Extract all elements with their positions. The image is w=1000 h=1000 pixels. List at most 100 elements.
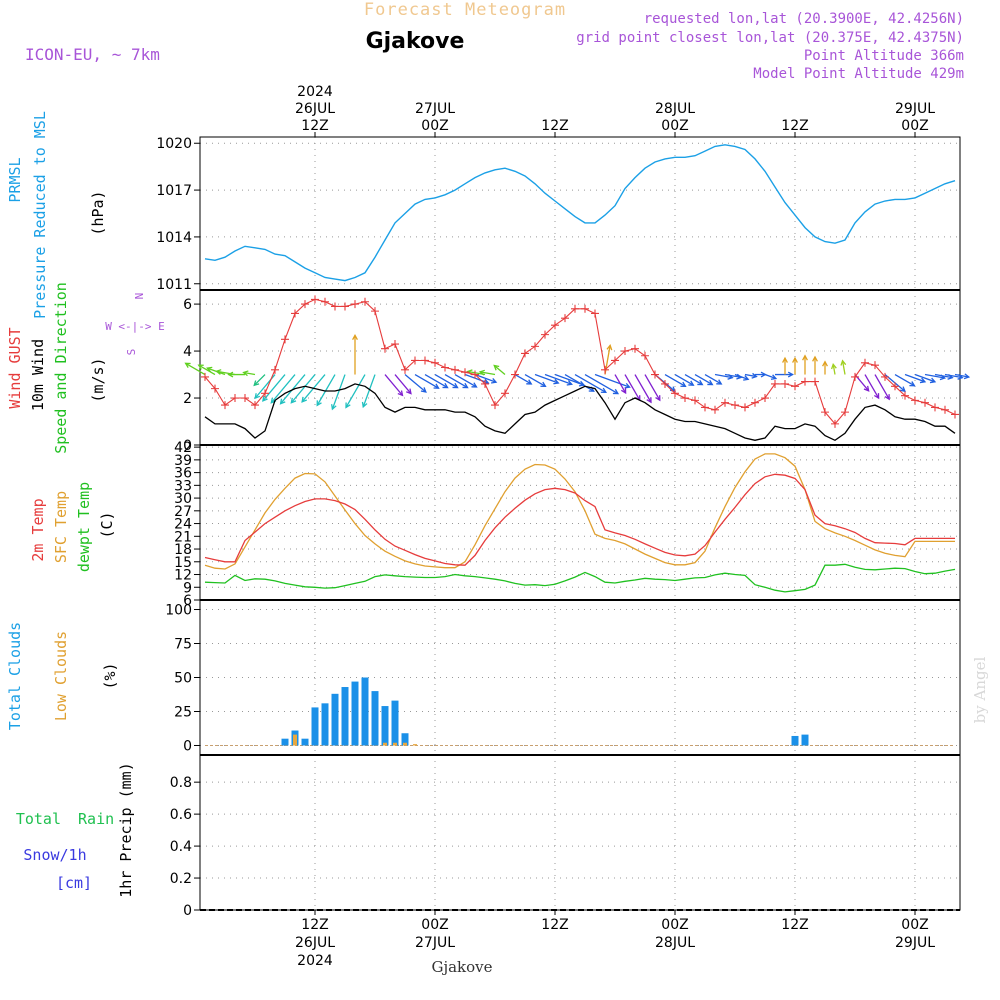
- gust-marker: [761, 394, 769, 403]
- total-cloud-bar: [371, 691, 379, 746]
- wind-arrow-head: [624, 382, 631, 389]
- gust-marker: [371, 307, 379, 316]
- wind-arrow: [734, 373, 749, 380]
- temp2m-line: [204, 473, 955, 566]
- gust-marker: [461, 368, 469, 377]
- wind-arrow-head: [620, 387, 627, 395]
- location-title: Gjakove: [366, 29, 465, 54]
- gust-marker: [901, 391, 909, 400]
- gust-marker: [511, 370, 519, 379]
- wind-arrow: [454, 373, 477, 388]
- bottom-time-label: 12Z: [301, 917, 328, 933]
- wind-arrow: [345, 374, 366, 408]
- gust-marker: [391, 340, 399, 349]
- wind-arrow-head: [493, 364, 500, 371]
- y-tick-label: 1020: [156, 136, 192, 152]
- footer-location: Gjakove: [431, 958, 492, 976]
- wind-arrow-head: [433, 383, 440, 389]
- wind-arrow: [684, 373, 703, 386]
- y-tick-label: 75: [174, 637, 192, 653]
- wind-arrow: [414, 373, 439, 389]
- top-time-label: 26JUL: [295, 101, 335, 117]
- wind-arrow-head: [697, 379, 704, 386]
- gust-marker: [691, 396, 699, 405]
- gust-marker: [411, 356, 419, 365]
- wind-arrow: [198, 364, 216, 376]
- gust-marker: [321, 297, 329, 306]
- wind-arrow: [584, 373, 619, 395]
- gust-marker: [911, 396, 919, 405]
- gust-marker: [771, 379, 779, 388]
- top-time-label: 00Z: [901, 118, 928, 134]
- gust-marker: [891, 382, 899, 391]
- gust-marker: [701, 403, 709, 412]
- gust-marker: [491, 401, 499, 410]
- total-cloud-bar: [281, 738, 289, 746]
- y-tick-label: 1014: [156, 230, 192, 246]
- gust-marker: [441, 363, 449, 372]
- wind-arrow-head: [406, 388, 412, 395]
- gust-marker: [351, 300, 359, 309]
- y-tick-label: 0: [183, 438, 192, 454]
- wind-arrow: [614, 374, 627, 394]
- bottom-time-label: 29JUL: [895, 935, 935, 951]
- y-tick-label: 36: [174, 466, 192, 482]
- total-cloud-bar: [381, 706, 389, 746]
- wind-arrow-head: [206, 366, 213, 373]
- wind-arrow: [270, 374, 296, 404]
- gust-marker: [641, 351, 649, 360]
- wind-arrow-head: [787, 371, 794, 378]
- wind-arrow: [243, 371, 256, 376]
- wind-arrow: [634, 374, 652, 403]
- gust-marker: [431, 358, 439, 367]
- bottom-time-label: 00Z: [661, 917, 688, 933]
- total-cloud-bar: [311, 707, 319, 746]
- gust-marker: [421, 356, 429, 365]
- temp2m-label: 2m Temp: [29, 498, 47, 561]
- y-tick-label: 50: [174, 671, 192, 687]
- wind-arrow: [874, 374, 890, 400]
- wind-arrow-head: [840, 359, 847, 366]
- low-cloud-bar: [413, 744, 417, 746]
- wind-arrow: [914, 373, 936, 383]
- total-cloud-bar: [791, 735, 799, 746]
- pressure-line: [204, 144, 956, 282]
- wind-arrow: [394, 374, 412, 394]
- top-time-label: 12Z: [301, 118, 328, 134]
- bottom-time-label: 00Z: [421, 917, 448, 933]
- gust-marker: [651, 370, 659, 379]
- gust-marker: [941, 405, 949, 414]
- bottom-time-label: 28JUL: [655, 935, 695, 951]
- compass-n: N: [132, 293, 145, 300]
- bottom-time-label: 26JUL: [295, 935, 335, 951]
- wind-arrow: [434, 373, 458, 389]
- wind-arrow-head: [262, 395, 268, 402]
- model-label: ICON-EU, ~ 7km: [25, 45, 160, 64]
- y-tick-label: 0.2: [170, 871, 192, 887]
- hpa-label: (hPa): [89, 190, 107, 235]
- y-tick-label: 30: [174, 491, 192, 507]
- wind-arrow-head: [352, 333, 358, 341]
- wind-arrow-head: [316, 400, 322, 407]
- gust-marker: [481, 379, 489, 388]
- gust-marker: [221, 401, 229, 410]
- prmsl-label: PRMSL: [6, 157, 24, 202]
- y-tick-label: 0.8: [170, 775, 192, 791]
- wind-arrow-head: [227, 371, 234, 378]
- wind-arrow-head: [553, 378, 560, 385]
- gust-marker: [731, 401, 739, 410]
- wind-arrow: [894, 373, 915, 387]
- wind-arrow: [331, 374, 346, 410]
- wind-arrow-head: [802, 354, 808, 361]
- gust-marker: [501, 389, 509, 398]
- precip-axis-titles: Total Rain Snow/1h [cm] 1hr Precip (mm): [16, 762, 135, 897]
- wind-arrow-head: [600, 387, 608, 394]
- y-tick-label: 0: [183, 903, 192, 919]
- y-tick-label: 24: [174, 517, 192, 533]
- wind-arrow: [384, 374, 403, 396]
- gust-marker: [611, 356, 619, 365]
- wind-arrow-head: [770, 374, 778, 380]
- wind-arrow: [832, 364, 836, 375]
- bottom-time-label: 00Z: [901, 917, 928, 933]
- gust-marker: [311, 295, 319, 304]
